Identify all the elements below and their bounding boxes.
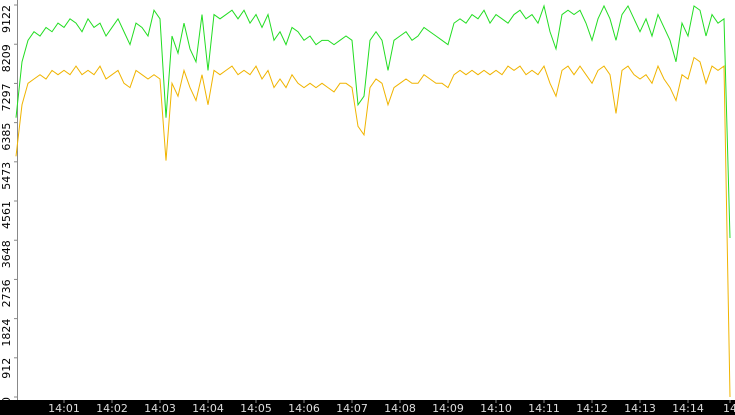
x-tick-label: 14:10	[480, 402, 512, 415]
x-tick-label: 14:05	[240, 402, 272, 415]
x-tick-label: 14:07	[336, 402, 368, 415]
x-tick-label: 14:09	[432, 402, 464, 415]
y-tick-label: 5473	[0, 162, 13, 190]
x-tick-label: 14:14	[672, 402, 704, 415]
x-tick-label: 14:06	[288, 402, 320, 415]
y-tick-label: 2736	[0, 279, 13, 307]
x-tick-label: 14:12	[576, 402, 608, 415]
x-tick-label: 14:13	[624, 402, 656, 415]
x-tick-label: 14:04	[192, 402, 224, 415]
y-tick-label: 3648	[0, 240, 13, 268]
y-tick-label: 4561	[0, 201, 13, 229]
y-tick-label: 0	[0, 397, 13, 404]
y-tick-label: 8209	[0, 44, 13, 72]
y-tick-label: 1824	[0, 319, 13, 347]
series-line	[15, 4, 731, 239]
x-tick-label: 14	[723, 402, 735, 415]
x-tick-label: 14:01	[48, 402, 80, 415]
y-tick-label: 912	[0, 358, 13, 379]
x-tick-label: 14:02	[96, 402, 128, 415]
series-line	[15, 56, 731, 398]
x-tick-label: 14:08	[384, 402, 416, 415]
y-tick-label: 9122	[0, 5, 13, 33]
y-tick-label: 6385	[0, 123, 13, 151]
x-tick-label: 14:11	[528, 402, 560, 415]
x-tick-label: 14:03	[144, 402, 176, 415]
x-axis-band	[0, 400, 735, 415]
y-tick-label: 7297	[0, 83, 13, 111]
